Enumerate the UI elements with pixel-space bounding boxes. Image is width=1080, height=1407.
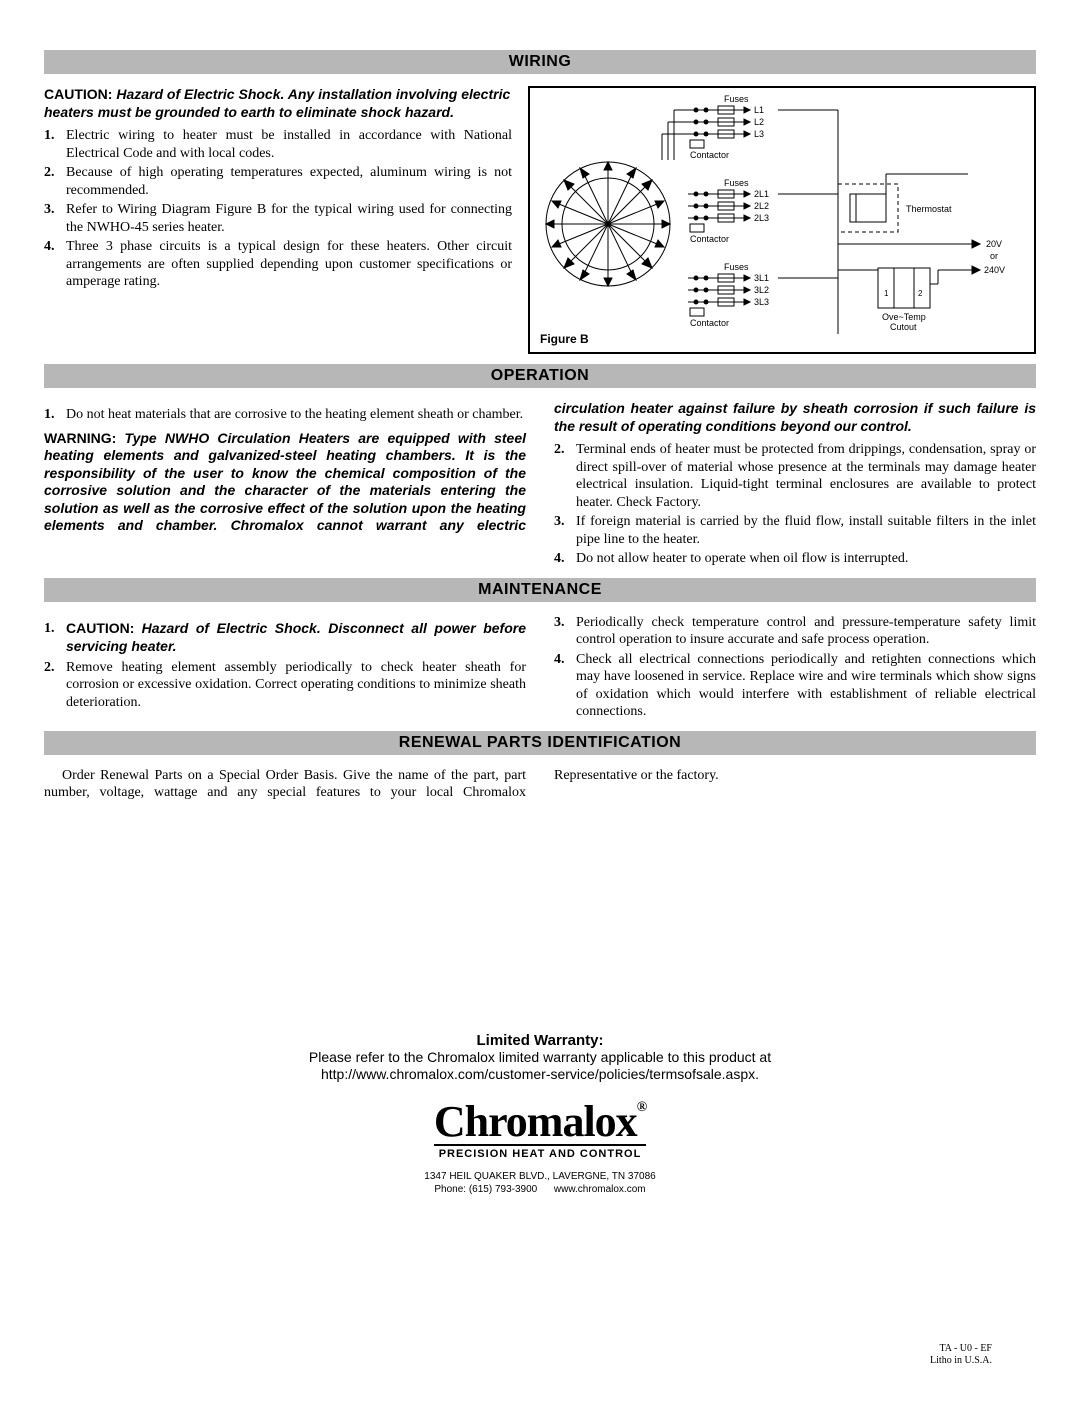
figure-b-label: Figure B: [540, 332, 589, 346]
svg-text:Fuses: Fuses: [724, 178, 749, 188]
svg-text:Contactor: Contactor: [690, 318, 729, 328]
warranty-heading: Limited Warranty:: [44, 1032, 1036, 1049]
logo-tagline: PRECISION HEAT AND CONTROL: [390, 1148, 690, 1160]
svg-text:240V: 240V: [984, 265, 1005, 275]
svg-text:1: 1: [884, 289, 889, 298]
footer-codes: TA - U0 - EF Litho in U.S.A.: [930, 1343, 992, 1367]
svg-text:L2: L2: [754, 117, 764, 127]
svg-text:2L1: 2L1: [754, 189, 769, 199]
svg-text:2L2: 2L2: [754, 201, 769, 211]
operation-item: Do not allow heater to operate when oil …: [554, 550, 1036, 568]
maintenance-item: Periodically check temperature control a…: [554, 614, 1036, 649]
logo-text: Chromalox®: [434, 1102, 646, 1146]
operation-item: If foreign material is carried by the fl…: [554, 513, 1036, 548]
maint-caution-label: CAUTION:: [66, 620, 134, 636]
maint-caution-body: Hazard of Electric Shock. Disconnect all…: [66, 620, 526, 655]
operation-list-a: Do not heat materials that are corrosive…: [44, 406, 526, 424]
figure-b-box: Fuses L1 L2 L3 Contactor Fuses: [528, 86, 1036, 354]
section-heading-operation: OPERATION: [44, 364, 1036, 388]
svg-text:3L2: 3L2: [754, 285, 769, 295]
website: www.chromalox.com: [554, 1184, 646, 1195]
section-heading-maintenance: MAINTENANCE: [44, 578, 1036, 602]
caution-body: Hazard of Electric Shock. Any installati…: [44, 86, 510, 120]
wiring-list: Electric wiring to heater must be instal…: [44, 127, 512, 291]
wiring-item: Three 3 phase circuits is a typical desi…: [44, 238, 512, 291]
svg-text:20V: 20V: [986, 239, 1002, 249]
svg-text:3L3: 3L3: [754, 297, 769, 307]
caution-label: CAUTION:: [44, 86, 112, 102]
svg-text:Ove~Temp: Ove~Temp: [882, 312, 926, 322]
warranty-url: http://www.chromalox.com/customer-servic…: [44, 1066, 1036, 1084]
phone: Phone: (615) 793-3900: [434, 1184, 537, 1195]
maintenance-item: CAUTION: Hazard of Electric Shock. Disco…: [44, 620, 526, 657]
wiring-item: Refer to Wiring Diagram Figure B for the…: [44, 201, 512, 236]
svg-text:3L1: 3L1: [754, 273, 769, 283]
wiring-diagram: Fuses L1 L2 L3 Contactor Fuses: [538, 94, 1028, 342]
address-line: 1347 HEIL QUAKER BLVD., LAVERGNE, TN 370…: [390, 1170, 690, 1183]
print-code: Litho in U.S.A.: [930, 1355, 992, 1367]
svg-text:2L3: 2L3: [754, 213, 769, 223]
wiring-item: Electric wiring to heater must be instal…: [44, 127, 512, 162]
address-block: 1347 HEIL QUAKER BLVD., LAVERGNE, TN 370…: [390, 1170, 690, 1196]
logo: Chromalox® PRECISION HEAT AND CONTROL 13…: [390, 1102, 690, 1196]
operation-list-b: Terminal ends of heater must be protecte…: [554, 441, 1036, 568]
svg-text:Contactor: Contactor: [690, 234, 729, 244]
operation-columns: Do not heat materials that are corrosive…: [44, 400, 1036, 568]
svg-text:or: or: [990, 251, 998, 261]
maintenance-item: Remove heating element assembly periodic…: [44, 659, 526, 712]
svg-text:L1: L1: [754, 105, 764, 115]
svg-text:Contactor: Contactor: [690, 150, 729, 160]
svg-text:Fuses: Fuses: [724, 94, 749, 104]
svg-text:Thermostat: Thermostat: [906, 204, 952, 214]
registered-mark: ®: [637, 1100, 646, 1115]
wiring-caution: CAUTION: Hazard of Electric Shock. Any i…: [44, 86, 512, 121]
svg-text:L3: L3: [754, 129, 764, 139]
maintenance-list: CAUTION: Hazard of Electric Shock. Disco…: [44, 614, 1036, 721]
section-heading-renewal: RENEWAL PARTS IDENTIFICATION: [44, 731, 1036, 755]
svg-text:2: 2: [918, 289, 923, 298]
address-contact: Phone: (615) 793-3900 www.chromalox.com: [390, 1183, 690, 1196]
wiring-text-column: CAUTION: Hazard of Electric Shock. Any i…: [44, 86, 512, 293]
operation-item: Terminal ends of heater must be protecte…: [554, 441, 1036, 511]
section-heading-wiring: WIRING: [44, 50, 1036, 74]
operation-item: Do not heat materials that are corrosive…: [44, 406, 526, 424]
footer: Limited Warranty: Please refer to the Ch…: [44, 1032, 1036, 1196]
svg-text:Cutout: Cutout: [890, 322, 917, 332]
wiring-container: CAUTION: Hazard of Electric Shock. Any i…: [44, 86, 1036, 354]
maintenance-columns: CAUTION: Hazard of Electric Shock. Disco…: [44, 614, 1036, 721]
warning-label: WARNING:: [44, 430, 116, 446]
logo-word: Chromalox: [434, 1097, 637, 1146]
svg-text:Fuses: Fuses: [724, 262, 749, 272]
doc-code: TA - U0 - EF: [930, 1343, 992, 1355]
renewal-paragraph: Order Renewal Parts on a Special Order B…: [44, 767, 1036, 802]
renewal-columns: Order Renewal Parts on a Special Order B…: [44, 767, 1036, 802]
warranty-line: Please refer to the Chromalox limited wa…: [44, 1049, 1036, 1067]
maintenance-item: Check all electrical connections periodi…: [554, 651, 1036, 721]
wiring-item: Because of high operating temperatures e…: [44, 164, 512, 199]
